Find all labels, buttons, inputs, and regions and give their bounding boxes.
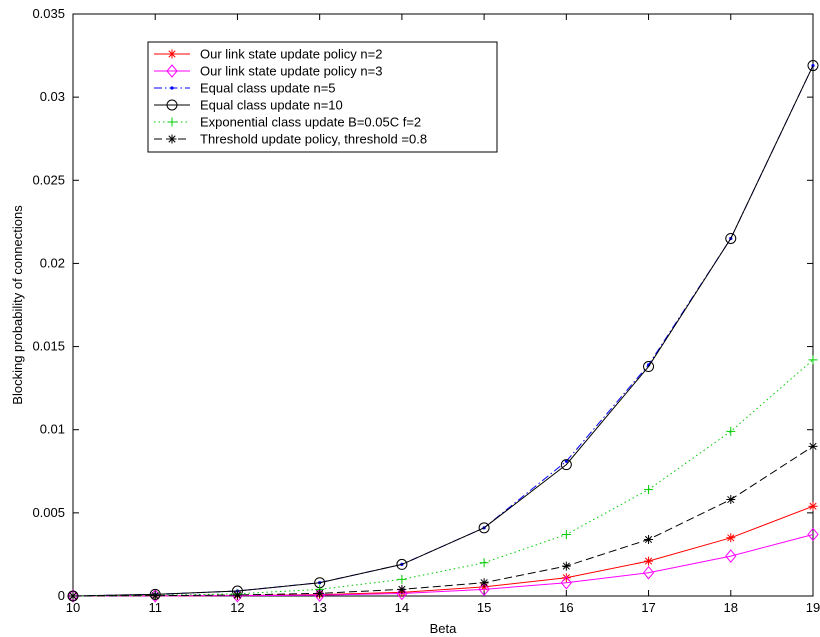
y-tick-label: 0	[58, 588, 65, 603]
legend-marker	[167, 134, 177, 144]
data-point	[561, 561, 571, 571]
data-point	[807, 527, 819, 542]
data-point	[396, 586, 408, 601]
series-line	[72, 445, 814, 597]
legend-entry: Equal class update n=10	[154, 98, 343, 113]
y-tick-label: 0.035	[32, 6, 65, 21]
legend-label: Our link state update policy n=3	[200, 64, 382, 79]
data-point	[726, 495, 736, 505]
legend-entry: Equal class update n=5	[154, 81, 336, 96]
x-tick-label: 10	[66, 600, 80, 615]
data-point	[726, 426, 736, 436]
data-point	[232, 590, 242, 600]
legend-marker	[166, 64, 178, 78]
legend-marker	[166, 99, 178, 111]
legend-box	[147, 41, 498, 153]
data-point	[315, 588, 325, 598]
x-tick-label: 16	[559, 600, 573, 615]
data-point	[644, 485, 654, 495]
data-point	[644, 534, 654, 544]
y-tick-label: 0.02	[40, 255, 65, 270]
x-tick-label: 15	[477, 600, 491, 615]
x-tick-label: 18	[724, 600, 738, 615]
series-4	[68, 355, 818, 601]
data-point	[725, 549, 737, 563]
data-point	[67, 589, 79, 603]
data-point	[642, 565, 655, 580]
plot-area-border	[72, 13, 814, 597]
data-point	[807, 60, 819, 72]
y-tick-label: 0.03	[40, 89, 65, 104]
legend-label: Threshold update policy, threshold =0.8	[200, 132, 427, 147]
series-5	[68, 441, 818, 601]
legend-entry: Our link state update policy n=3	[154, 64, 382, 79]
data-point	[560, 459, 572, 471]
x-tick-label: 12	[230, 600, 244, 615]
legend-label: Equal class update n=5	[200, 81, 336, 96]
data-point	[397, 584, 407, 594]
y-tick-label: 0.015	[32, 339, 65, 354]
series-0	[68, 501, 818, 601]
y-axis-label: Blocking probability of connections	[10, 205, 25, 405]
series-layer	[67, 60, 819, 603]
data-point	[397, 574, 407, 584]
legend-label: Equal class update n=10	[200, 98, 343, 113]
x-tick-label: 11	[148, 600, 162, 615]
x-tick-label: 17	[641, 600, 655, 615]
series-1	[67, 527, 819, 603]
legend: Our link state update policy n=2 Our link…	[147, 41, 498, 153]
data-point	[479, 558, 489, 568]
series-line	[72, 65, 814, 597]
x-tick-label: 19	[806, 600, 820, 615]
data-point	[808, 501, 818, 511]
y-tick-label: 0.01	[40, 422, 65, 437]
data-point	[68, 591, 78, 601]
legend-label: Our link state update policy n=2	[200, 47, 382, 62]
data-point	[560, 575, 572, 590]
series-line	[72, 505, 814, 597]
axes-frame	[72, 13, 814, 597]
x-tick-label: 13	[312, 600, 326, 615]
data-point	[150, 591, 160, 601]
data-point	[726, 533, 736, 543]
series-line	[72, 533, 814, 597]
data-point	[479, 578, 489, 588]
y-tick-label: 0.025	[32, 172, 65, 187]
legend-label: Exponential class update B=0.05C f=2	[200, 115, 421, 130]
y-axis-ticks: 0 0.005 0.01 0.015 0.02 0.025 0.03 0.035	[32, 6, 813, 603]
data-point	[478, 582, 490, 597]
data-point	[725, 232, 737, 244]
legend-entry: Exponential class update B=0.05C f=2	[154, 115, 421, 130]
series-3	[67, 60, 819, 602]
data-point	[396, 558, 408, 570]
data-point	[643, 361, 655, 373]
series-line	[72, 359, 814, 597]
legend-marker	[170, 86, 174, 90]
data-point	[564, 459, 568, 463]
x-tick-label: 14	[395, 600, 409, 615]
data-point	[808, 355, 818, 365]
data-point	[808, 441, 818, 451]
legend-entry: Threshold update policy, threshold =0.8	[154, 132, 427, 147]
legend-marker	[167, 117, 177, 127]
y-tick-label: 0.005	[32, 505, 65, 520]
legend-entry: Our link state update policy n=2	[154, 47, 382, 62]
data-point	[561, 573, 571, 583]
data-point	[561, 529, 571, 539]
legend-marker	[167, 49, 177, 59]
x-axis-label: Beta	[430, 621, 458, 636]
data-point	[478, 522, 490, 534]
data-point	[644, 556, 654, 566]
